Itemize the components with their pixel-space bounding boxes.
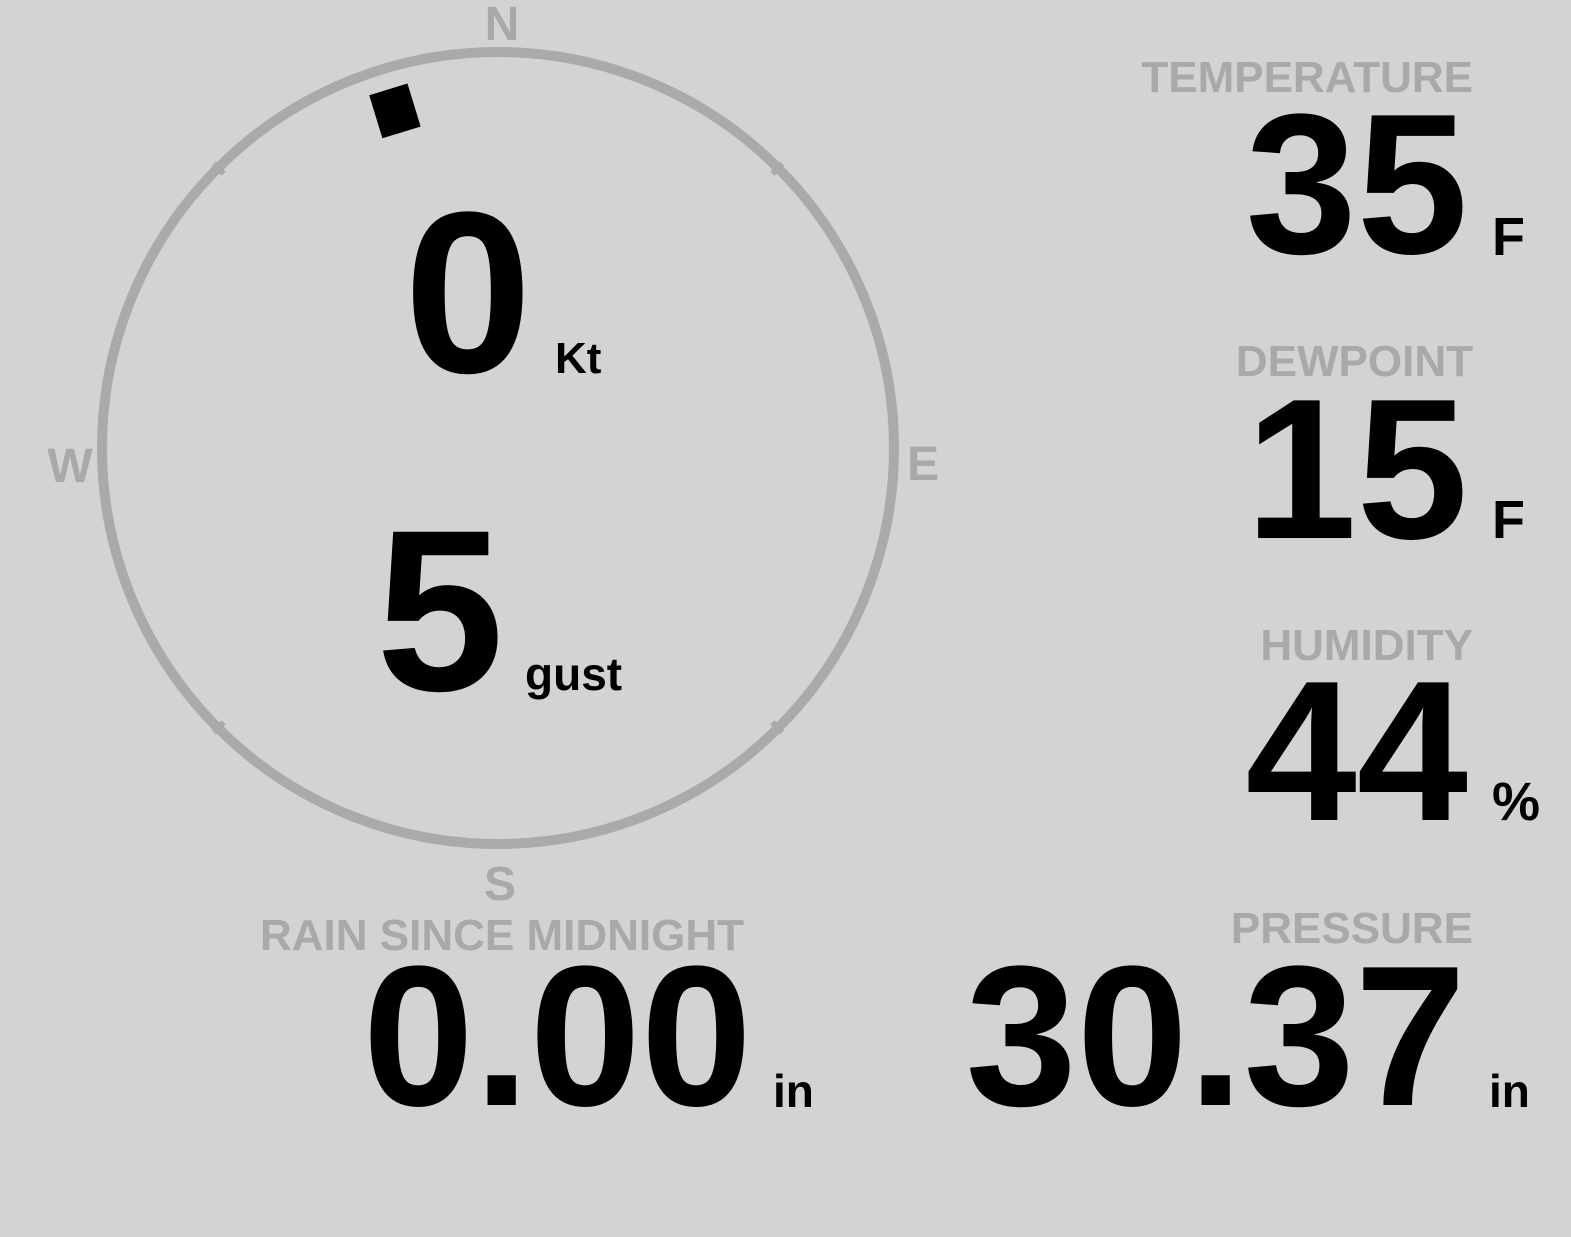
pressure-label: PRESSURE <box>1231 904 1473 953</box>
wind-direction-marker <box>369 83 421 139</box>
wind-gust-value: 5 <box>376 482 504 739</box>
wind-gust-unit: gust <box>525 648 622 700</box>
wind-speed-unit: Kt <box>555 334 602 383</box>
temperature-unit: F <box>1492 207 1525 267</box>
pressure-unit: in <box>1489 1065 1530 1117</box>
compass-east: E <box>907 438 939 491</box>
humidity-label: HUMIDITY <box>1260 621 1473 670</box>
humidity-value: 44 <box>1246 640 1468 863</box>
compass-tick <box>211 720 226 735</box>
compass-north: N <box>485 0 520 51</box>
compass-south: S <box>484 858 516 911</box>
rain-panel: RAIN SINCE MIDNIGHT 0.00 in <box>260 911 814 1148</box>
temperature-panel: TEMPERATURE 35 F <box>1141 53 1525 296</box>
pressure-panel: PRESSURE 30.37 in <box>966 904 1530 1148</box>
dewpoint-unit: F <box>1492 490 1525 550</box>
compass-tick <box>770 720 785 735</box>
compass-ring <box>97 47 899 849</box>
dewpoint-label: DEWPOINT <box>1236 337 1473 386</box>
rain-value: 0.00 <box>363 925 752 1148</box>
wind-speed-value: 0 <box>404 164 532 421</box>
temperature-label: TEMPERATURE <box>1141 53 1473 102</box>
dewpoint-panel: DEWPOINT 15 F <box>1236 337 1525 581</box>
temperature-value: 35 <box>1246 73 1468 296</box>
pressure-value: 30.37 <box>966 925 1467 1148</box>
rain-unit: in <box>773 1065 814 1117</box>
compass-tick <box>770 161 785 176</box>
wind-compass: N E S W 0 Kt 5 gust <box>47 0 939 911</box>
dewpoint-value: 15 <box>1246 358 1468 581</box>
compass-west: W <box>47 440 93 493</box>
humidity-unit: % <box>1492 772 1540 832</box>
rain-label: RAIN SINCE MIDNIGHT <box>260 911 744 960</box>
compass-tick <box>211 161 226 176</box>
humidity-panel: HUMIDITY 44 % <box>1246 621 1540 863</box>
